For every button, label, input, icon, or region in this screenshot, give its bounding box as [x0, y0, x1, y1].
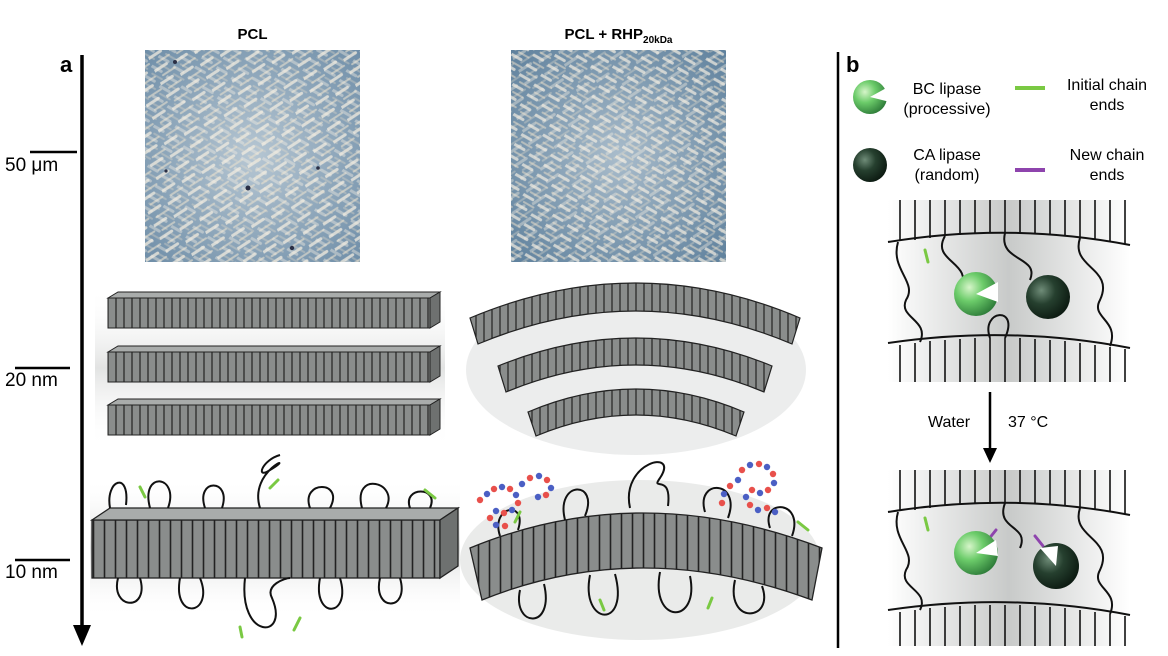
legend-new-chain-ends: New chain ends: [1069, 147, 1145, 184]
column-title-pcl: PCL: [237, 26, 268, 43]
legend-ca-lipase: CA lipase (random): [913, 147, 981, 184]
scale-label-20nm: 20 nm: [5, 370, 58, 391]
arrow-label-temperature: 37 °C: [1008, 414, 1049, 431]
pcl-lamella-closeup: [89, 454, 461, 639]
legend-initial-chain-ends: Initial chain ends: [1066, 77, 1148, 114]
lipase-box-after: [887, 470, 1131, 646]
panel-b-letter: b: [846, 52, 860, 77]
scale-label-10nm: 10 nm: [5, 562, 58, 583]
legend-bc-lipase: BC lipase (processive): [903, 81, 991, 118]
pcl-lamellae-stack: [95, 288, 445, 448]
panel-a-letter: a: [60, 52, 73, 77]
column-title-pcl-rhp: PCL + RHP20kDa: [564, 26, 673, 46]
micrograph-pcl-rhp: [511, 50, 726, 262]
micrograph-pcl: [145, 50, 360, 262]
reaction-arrow: [983, 392, 997, 463]
scale-axis-arrow: [73, 55, 91, 646]
bc-lipase-icon: [853, 80, 890, 114]
scale-label-50um: 50 μm: [5, 155, 59, 176]
rhp-polymer-left: [476, 472, 555, 530]
pcl-rhp-closeup: [460, 460, 823, 640]
lipase-box-before: [887, 200, 1131, 382]
arrow-label-water: Water: [928, 414, 971, 431]
ca-lipase-icon: [853, 148, 887, 182]
pcl-rhp-curved-lamellae: [466, 282, 806, 455]
rhp-polymer-right: [718, 460, 779, 516]
